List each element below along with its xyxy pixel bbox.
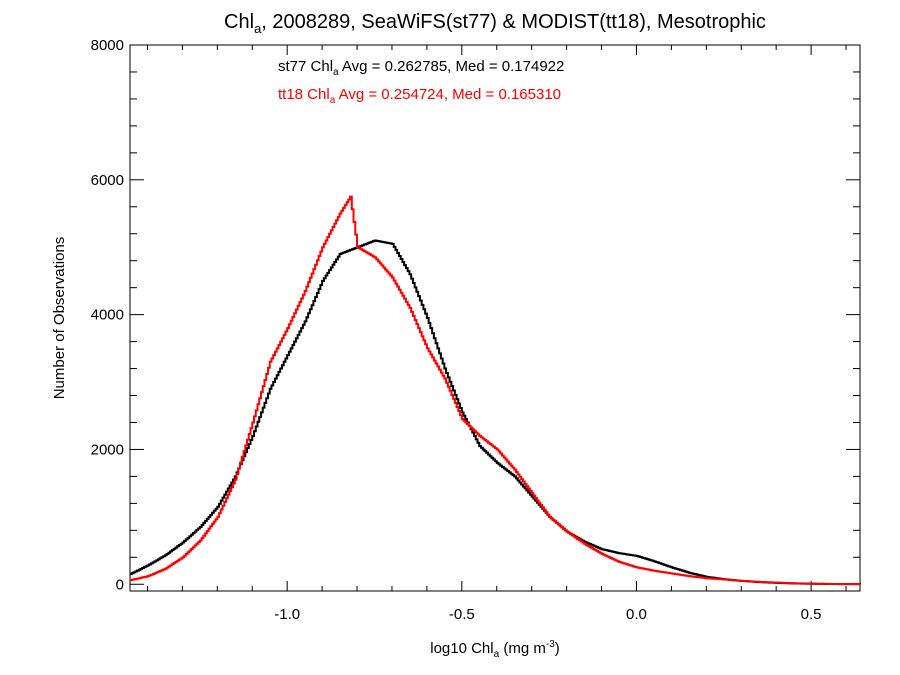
series-line-tt18 — [130, 195, 860, 586]
plot-frame — [129, 44, 861, 592]
chart-title-suffix: , 2008289, SeaWiFS(st77) & MODIST(tt18),… — [261, 11, 766, 33]
y-axis-ticks: 0 2000 4000 6000 8000 — [91, 37, 860, 593]
series-annotation-tt18: tt18 Chla Avg = 0.254724, Med = 0.165310 — [278, 86, 561, 106]
y-tick-label: 8000 — [91, 37, 124, 54]
x-tick-label: -0.5 — [449, 606, 475, 623]
y-axis-label: Number of Observations — [51, 237, 68, 400]
series-annotation-st77: st77 Chla Avg = 0.262785, Med = 0.174922 — [278, 58, 564, 78]
x-axis-label: log10 Chla (mg m-3) — [430, 639, 560, 660]
y-tick-label: 0 — [116, 576, 124, 593]
series-line-st77 — [130, 239, 861, 586]
chart-title: Chla, 2008289, SeaWiFS(st77) & MODIST(tt… — [224, 11, 766, 36]
y-tick-label: 2000 — [91, 441, 124, 458]
x-tick-label: -1.0 — [274, 606, 300, 623]
series-layer — [130, 195, 861, 586]
x-tick-label: 0.5 — [801, 606, 822, 623]
x-axis-ticks: -1.0 -0.5 0.0 0.5 — [146, 45, 847, 623]
chart-title-sub: a — [254, 21, 262, 36]
y-tick-label: 6000 — [91, 172, 124, 189]
x-tick-label: 0.0 — [626, 606, 647, 623]
chart-title-prefix: Chl — [224, 11, 254, 33]
y-tick-label: 4000 — [91, 307, 124, 324]
